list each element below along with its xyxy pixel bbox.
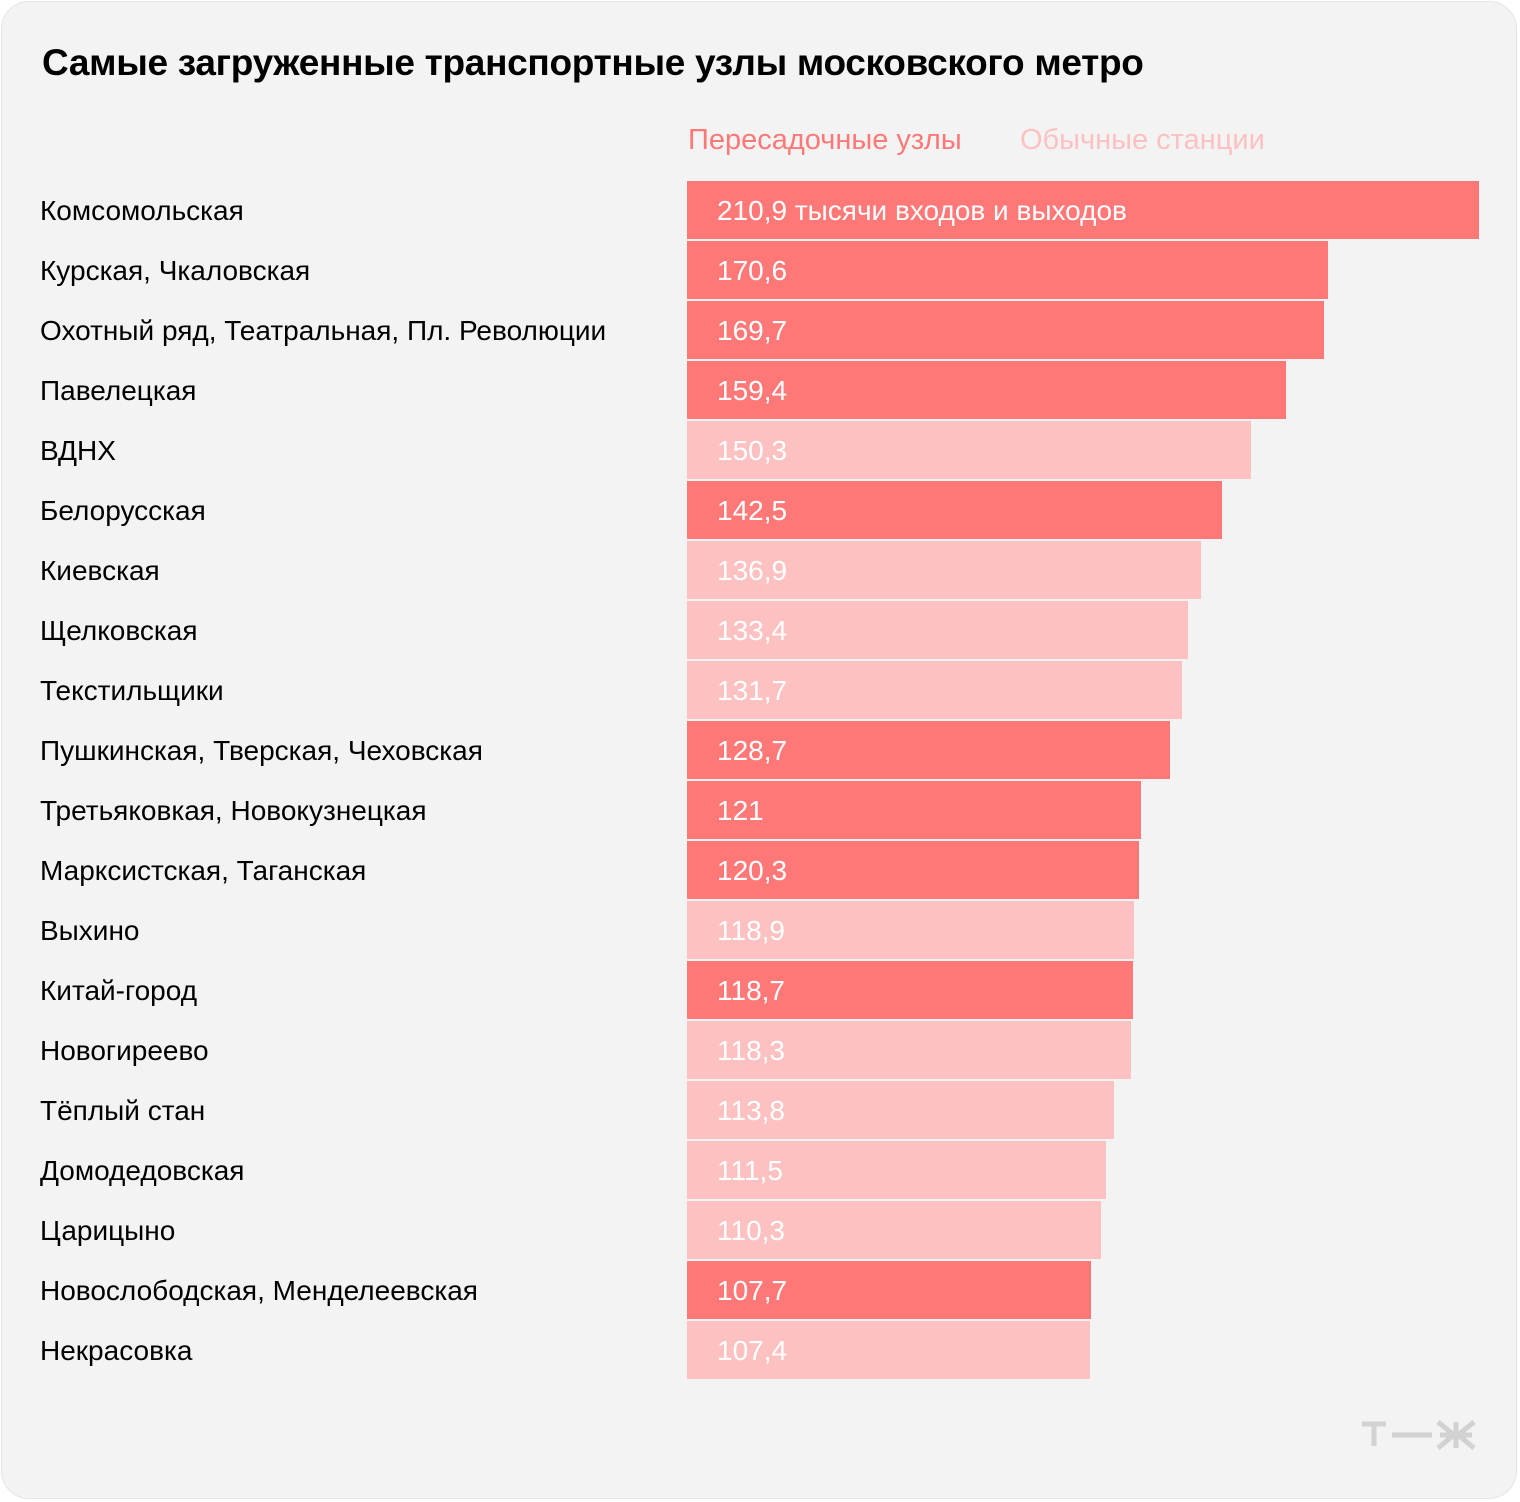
- value-label: 170,6: [717, 255, 787, 286]
- bar: [687, 1081, 1114, 1139]
- bar: [687, 1321, 1090, 1379]
- bar: [687, 1021, 1131, 1079]
- bar: [687, 601, 1188, 659]
- value-label: 159,4: [717, 375, 787, 406]
- category-label: Комсомольская: [40, 195, 244, 226]
- category-label: Белорусская: [40, 495, 206, 526]
- category-label: Домодедовская: [40, 1155, 244, 1186]
- bar: [687, 181, 1479, 239]
- category-label: Китай-город: [40, 975, 197, 1006]
- bar: [687, 481, 1222, 539]
- legend-item-transfer: Пересадочные узлы: [688, 124, 962, 156]
- category-label: Текстильщики: [40, 675, 224, 706]
- value-label: 110,3: [717, 1215, 785, 1246]
- category-label: Щелковская: [40, 615, 198, 646]
- value-label: 136,9: [717, 555, 787, 586]
- value-label: 128,7: [717, 735, 787, 766]
- value-label: 118,7: [717, 975, 785, 1006]
- category-label: Охотный ряд, Театральная, Пл. Революции: [40, 315, 606, 346]
- bar: [687, 1201, 1101, 1259]
- bar: [687, 721, 1170, 779]
- value-label: 107,4: [717, 1335, 787, 1366]
- value-label: 120,3: [717, 855, 787, 886]
- legend-item-regular: Обычные станции: [1020, 124, 1265, 156]
- bar: [687, 841, 1139, 899]
- bar: [687, 961, 1133, 1019]
- category-label: Пушкинская, Тверская, Чеховская: [40, 735, 483, 766]
- category-label: Новогиреево: [40, 1035, 209, 1066]
- category-label: Третьяковкая, Новокузнецкая: [40, 795, 427, 826]
- value-label: 210,9 тысячи входов и выходов: [717, 195, 1127, 226]
- logo: [1360, 1418, 1480, 1457]
- bar: [687, 901, 1134, 959]
- bar: [687, 541, 1201, 599]
- bar: [687, 361, 1286, 419]
- value-label: 169,7: [717, 315, 787, 346]
- value-label: 113,8: [717, 1095, 785, 1126]
- value-label: 121: [717, 795, 764, 826]
- value-label: 107,7: [717, 1275, 787, 1306]
- chart-title: Самые загруженные транспортные узлы моск…: [42, 42, 1144, 83]
- bar: [687, 421, 1251, 479]
- category-label: Марксистская, Таганская: [40, 855, 366, 886]
- value-label: 142,5: [717, 495, 787, 526]
- value-label: 150,3: [717, 435, 787, 466]
- category-label: Киевская: [40, 555, 160, 586]
- value-label: 111,5: [717, 1155, 783, 1186]
- category-label: Тёплый стан: [40, 1095, 205, 1126]
- category-label: Выхино: [40, 915, 139, 946]
- category-label: Павелецкая: [40, 375, 196, 406]
- bar: [687, 301, 1324, 359]
- bar: [687, 661, 1182, 719]
- bar: [687, 781, 1141, 839]
- value-label: 133,4: [717, 615, 787, 646]
- value-label: 131,7: [717, 675, 787, 706]
- value-label: 118,3: [717, 1035, 785, 1066]
- bar: [687, 1141, 1106, 1199]
- bar: [687, 241, 1328, 299]
- value-label: 118,9: [717, 915, 785, 946]
- tzh-logo-icon: [1362, 1420, 1476, 1450]
- category-label: Царицыно: [40, 1215, 175, 1246]
- category-label: Курская, Чкаловская: [40, 255, 310, 286]
- category-label: Некрасовка: [40, 1335, 193, 1366]
- category-label: ВДНХ: [40, 435, 116, 466]
- bar: [687, 1261, 1091, 1319]
- category-label: Новослободская, Менделеевская: [40, 1275, 478, 1306]
